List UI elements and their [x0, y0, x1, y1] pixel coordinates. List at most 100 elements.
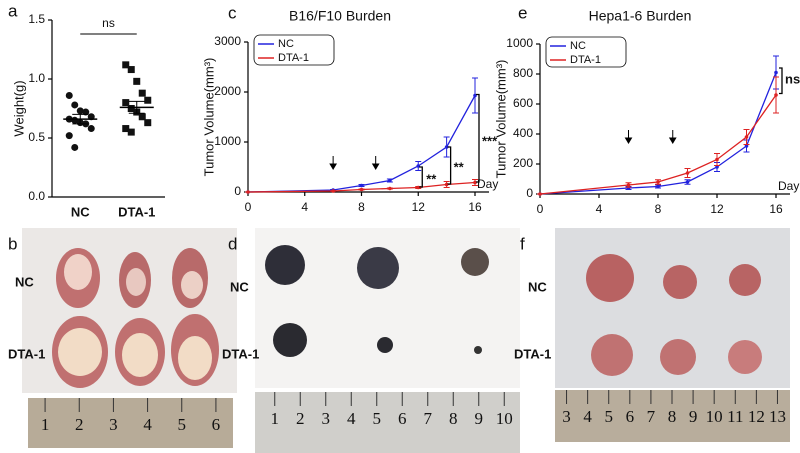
treatment-arrow: [329, 156, 338, 170]
treatment-arrow: [624, 130, 633, 144]
x-tick-label: 12: [412, 200, 426, 214]
point: [122, 125, 130, 133]
y-tick-label: 0.5: [28, 130, 45, 144]
ruler-number: 4: [347, 409, 356, 428]
ruler-number: 9: [689, 407, 698, 426]
row-label: NC: [230, 279, 249, 294]
point: [744, 135, 749, 139]
ruler-number: 6: [398, 409, 407, 428]
y-axis-label: Tumor Volume(mm³): [201, 58, 216, 177]
x-tick-label: 16: [468, 200, 482, 214]
annotation: **: [454, 159, 465, 174]
ruler-number: 11: [727, 407, 743, 426]
photo-b: [22, 228, 237, 448]
ruler-number: 3: [322, 409, 331, 428]
ruler-number: 10: [706, 407, 723, 426]
legend-box: [253, 34, 335, 66]
y-axis-label: Weight(g): [11, 80, 26, 136]
point: [127, 105, 135, 112]
panel-letter: a: [8, 1, 18, 20]
treatment-arrow: [668, 130, 677, 144]
legend-label: DTA-1: [278, 52, 309, 64]
point: [127, 66, 135, 74]
bracket: [419, 166, 423, 188]
legend-label: DTA-1: [570, 54, 601, 66]
point: [444, 145, 449, 149]
point: [685, 171, 690, 175]
point: [122, 61, 130, 69]
y-tick-label: 600: [513, 96, 533, 110]
row-label: NC: [15, 274, 34, 289]
y-tick-label: 0.0: [28, 189, 45, 203]
treatment-arrow: [371, 156, 380, 170]
point: [359, 187, 364, 192]
ruler-number: 1: [271, 409, 280, 428]
ruler-number: 1: [41, 415, 50, 434]
point: [65, 132, 73, 140]
ruler-number: 8: [668, 407, 677, 426]
ruler-number: 6: [626, 407, 635, 426]
point: [626, 183, 631, 187]
point: [416, 185, 421, 190]
point: [444, 182, 449, 187]
point: [71, 143, 79, 151]
legend-label: NC: [278, 38, 294, 50]
y-tick-label: 1.5: [28, 12, 45, 26]
y-tick-label: 800: [513, 66, 533, 80]
row-label: DTA-1: [8, 346, 45, 361]
bracket: [447, 146, 452, 185]
x-axis-label: Day: [477, 177, 498, 191]
x-tick-label: 8: [358, 200, 365, 214]
x-tick-label: 0: [537, 202, 544, 216]
point: [656, 180, 660, 184]
point: [416, 164, 421, 168]
ruler-number: 13: [769, 407, 786, 426]
bracket: [779, 67, 783, 95]
ruler-number: 6: [212, 415, 221, 434]
ruler-number: 10: [496, 409, 513, 428]
row-label: DTA-1: [222, 346, 259, 361]
ruler-number: 5: [178, 415, 187, 434]
error-bar: [128, 100, 145, 114]
photo-d: [255, 228, 520, 453]
point: [388, 178, 392, 183]
y-tick-label: 1000: [506, 36, 533, 50]
ruler-number: 4: [143, 415, 152, 434]
x-tick-label: 0: [245, 200, 252, 214]
point: [133, 77, 141, 85]
point: [715, 157, 719, 162]
ruler-number: 5: [373, 409, 382, 428]
ruler-number: 7: [647, 407, 656, 426]
chart-title: Hepa1-6 Burden: [589, 8, 692, 24]
point: [538, 192, 542, 196]
y-tick-label: 2000: [214, 84, 241, 98]
point: [138, 89, 146, 97]
ruler-number: 2: [75, 415, 84, 434]
point: [774, 93, 778, 97]
x-axis-label: Day: [778, 179, 799, 193]
point: [744, 144, 749, 148]
point: [359, 183, 364, 188]
ruler-number: 2: [296, 409, 305, 428]
point: [388, 186, 392, 191]
error-bar: [72, 113, 89, 125]
point: [774, 70, 778, 75]
panel-letter: f: [520, 234, 525, 253]
point: [76, 107, 84, 115]
x-tick-label: NC: [71, 204, 90, 219]
y-tick-label: 400: [513, 126, 533, 140]
y-tick-label: 200: [513, 156, 533, 170]
photo-f: [555, 228, 790, 442]
y-tick-label: 0: [526, 186, 533, 200]
y-tick-label: 3000: [214, 34, 241, 48]
panel-letter: b: [8, 234, 17, 253]
ruler-number: 8: [449, 409, 458, 428]
chart-title: B16/F10 Burden: [289, 8, 391, 24]
legend-box: [545, 36, 627, 68]
annotation: ***: [482, 133, 498, 148]
row-label: NC: [528, 279, 547, 294]
annotation: ns: [785, 71, 800, 86]
x-tick-label: 12: [710, 202, 724, 216]
bracket: [476, 93, 480, 183]
